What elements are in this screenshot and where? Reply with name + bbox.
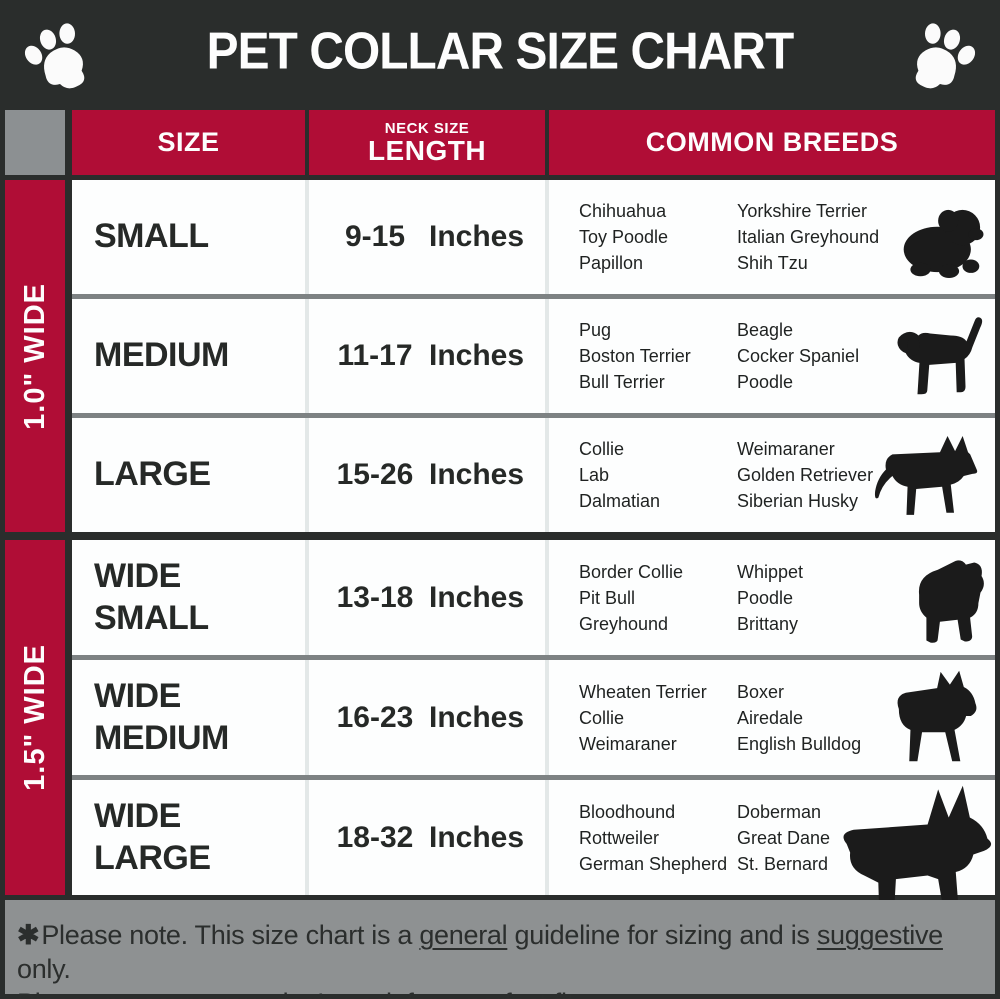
size-cell: MEDIUM	[72, 299, 309, 413]
table-row-wide-medium: WIDE MEDIUM 16-23 Inches Wheaten Terrier C…	[72, 660, 995, 775]
column-header-common-breeds: COMMON BREEDS	[549, 110, 995, 175]
size-cell: LARGE	[72, 418, 309, 532]
table-row-wide-large: WIDE LARGE 18-32 Inches Bloodhound Rottwei…	[72, 780, 995, 895]
length-label: LENGTH	[367, 134, 487, 166]
column-header-neck-size-length: NECK SIZE LENGTH	[309, 110, 549, 175]
table-row-medium: MEDIUM 11-17 Inches Pug Boston Terrier Bull…	[72, 299, 995, 413]
breeds-cell: Wheaten Terrier Collie Weimaraner Boxer Air…	[549, 660, 995, 775]
size-cell: WIDE SMALL	[72, 540, 309, 655]
row-separator	[72, 413, 995, 418]
shih-tzu-silhouette-icon	[903, 209, 984, 278]
pit-bull-silhouette-icon	[897, 670, 977, 762]
row-separator	[72, 655, 995, 660]
column-header-size: SIZE	[72, 110, 309, 175]
neck-size-label: NECK SIZE	[384, 119, 470, 137]
neck-size-cell: 15-26 Inches	[309, 418, 549, 532]
neck-size-cell: 13-18 Inches	[309, 540, 549, 655]
size-cell: WIDE MEDIUM	[72, 660, 309, 775]
husky-silhouette-icon	[874, 436, 978, 515]
neck-size-cell: 11-17 Inches	[309, 299, 549, 413]
neck-size-cell: 16-23 Inches	[309, 660, 549, 775]
chart-title-bar: PET COLLAR SIZE CHART	[0, 0, 1000, 108]
row-separator	[72, 775, 995, 780]
beagle-silhouette-icon	[897, 317, 983, 395]
page-title: PET COLLAR SIZE CHART	[206, 22, 795, 81]
section-label-1-0-wide: 1.0" WIDE	[5, 180, 65, 532]
footer-note: ✱Please note. This size chart is a gener…	[5, 900, 995, 999]
section-1-0-wide: SMALL 9-15 Inches Chihuahua Toy Poodle Papi…	[72, 180, 995, 532]
neck-size-cell: 18-32 Inches	[309, 780, 549, 895]
corner-spacer	[5, 110, 65, 175]
size-cell: WIDE LARGE	[72, 780, 309, 895]
neck-size-cell: 9-15 Inches	[309, 180, 549, 294]
size-cell: SMALL	[72, 180, 309, 294]
row-separator	[72, 294, 995, 299]
bulldog-silhouette-icon	[918, 560, 984, 643]
footer-line-1: ✱Please note. This size chart is a gener…	[17, 920, 943, 984]
paw-print-icon	[915, 23, 976, 89]
table-row-wide-small: WIDE SMALL 13-18 Inches Border Collie Pit …	[72, 540, 995, 655]
paw-print-icon	[24, 23, 85, 89]
footer-line-2: Please measure your dog’s neck for a per…	[17, 986, 995, 999]
column-header-row: SIZE NECK SIZE LENGTH COMMON BREEDS	[5, 110, 995, 175]
asterisk-icon: ✱	[17, 920, 40, 950]
section-label-1-5-wide: 1.5" WIDE	[5, 540, 65, 895]
table-row-small: SMALL 9-15 Inches Chihuahua Toy Poodle Papi…	[72, 180, 995, 294]
